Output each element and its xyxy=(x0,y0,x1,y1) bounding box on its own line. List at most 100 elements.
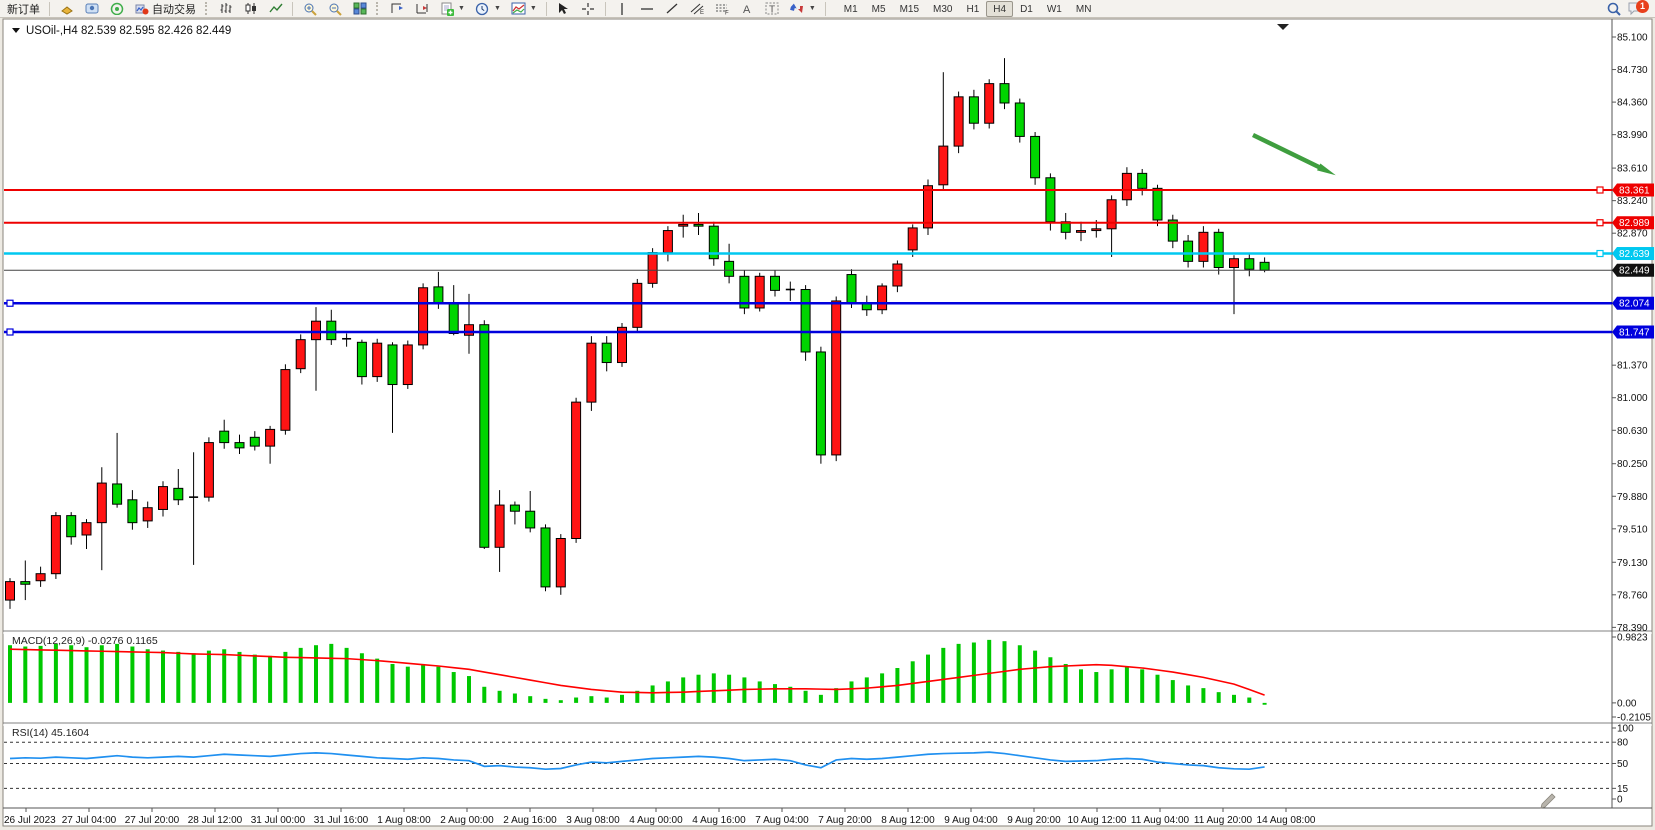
channel-tool-button[interactable]: E xyxy=(686,0,709,17)
svg-text:USOil-,H4 82.539 82.595 82.42: USOil-,H4 82.539 82.595 82.426 82.449 xyxy=(26,25,231,37)
timeframe-M15[interactable]: M15 xyxy=(899,3,920,15)
macd-label: MACD(12,26,9) -0.0276 0.1165 xyxy=(12,635,158,647)
candle xyxy=(464,324,474,336)
vertical-line-tool-button[interactable] xyxy=(611,0,634,17)
navigator-icon xyxy=(84,1,99,16)
hline-handle[interactable] xyxy=(6,328,14,336)
timeframe-MN[interactable]: MN xyxy=(1075,3,1092,15)
hline-handle[interactable] xyxy=(1596,219,1604,227)
line-chart-icon xyxy=(268,1,283,16)
line-chart-mode-button[interactable] xyxy=(264,0,287,17)
timeframe-W1[interactable]: W1 xyxy=(1046,3,1062,15)
zoom-out-button[interactable] xyxy=(323,0,346,17)
timeframe-H4[interactable]: H4 xyxy=(986,0,1014,17)
arrows-shapes-icon xyxy=(790,1,805,16)
candle xyxy=(1076,230,1086,233)
horizontal-line-tool-button[interactable] xyxy=(636,0,659,17)
svg-text:83.240: 83.240 xyxy=(1617,196,1648,207)
bar-chart-mode-button[interactable] xyxy=(214,0,237,17)
candle xyxy=(968,96,979,124)
candlestick-mode-button[interactable] xyxy=(239,0,262,17)
tile-windows-button[interactable] xyxy=(348,0,371,17)
cursor-button[interactable] xyxy=(552,0,575,17)
toolbar-grip xyxy=(376,2,380,15)
equidistant-channel-icon: E xyxy=(690,1,705,16)
timeframe-M5[interactable]: M5 xyxy=(871,3,886,15)
trendline-tool-button[interactable] xyxy=(661,0,684,17)
chart-shift-button[interactable] xyxy=(410,0,433,17)
separator xyxy=(49,1,50,16)
toolbar: 新订单 自动交易 xyxy=(0,0,1655,18)
svg-text:84.730: 84.730 xyxy=(1617,65,1648,76)
svg-text:50: 50 xyxy=(1617,759,1629,770)
candle xyxy=(479,324,490,548)
timeframe-H1[interactable]: H1 xyxy=(966,3,980,15)
candle xyxy=(632,282,643,328)
price-badge-82.074: 82.074 xyxy=(1612,296,1654,310)
svg-text:0.9823: 0.9823 xyxy=(1617,633,1648,644)
candle xyxy=(203,442,214,498)
candle xyxy=(1183,240,1194,262)
autotrade-button[interactable]: 自动交易 xyxy=(130,0,200,17)
timeframe-M30[interactable]: M30 xyxy=(933,3,953,15)
svg-text:83.610: 83.610 xyxy=(1617,164,1648,175)
svg-text:78.390: 78.390 xyxy=(1617,623,1648,634)
trend-arrow[interactable] xyxy=(1252,132,1336,176)
vertical-line-icon xyxy=(615,1,630,16)
notifications-button[interactable]: 1 xyxy=(1627,0,1649,17)
svg-text:7 Aug 04:00: 7 Aug 04:00 xyxy=(755,815,809,826)
candle xyxy=(1229,258,1239,269)
navigator-button[interactable] xyxy=(80,0,103,17)
candle xyxy=(66,515,77,538)
crosshair-button[interactable] xyxy=(577,0,600,17)
date-axis: 26 Jul 2023 27 Jul 04:00 27 Jul 20:00 28 Ju… xyxy=(4,808,1316,826)
price-chart[interactable]: 85.100 84.730 84.360 83.990 83.610 83.240 82.8… xyxy=(0,18,1655,830)
chart-shift-marker[interactable] xyxy=(1277,24,1289,30)
svg-text:26 Jul 2023: 26 Jul 2023 xyxy=(4,815,56,826)
svg-text:78.760: 78.760 xyxy=(1617,590,1648,601)
svg-text:84.360: 84.360 xyxy=(1617,98,1648,109)
chart-window: 85.100 84.730 84.360 83.990 83.610 83.240 82.8… xyxy=(0,18,1655,830)
hline-handle[interactable] xyxy=(6,299,14,307)
price-badge-82.639: 82.639 xyxy=(1612,247,1654,261)
candle xyxy=(295,339,306,370)
svg-text:79.510: 79.510 xyxy=(1617,524,1648,535)
timeframe-D1[interactable]: D1 xyxy=(1020,3,1033,15)
indicators-button[interactable]: ▼ xyxy=(507,0,541,17)
autotrade-icon xyxy=(134,1,149,16)
svg-text:82.639: 82.639 xyxy=(1619,249,1650,260)
candle xyxy=(586,342,597,403)
search-icon[interactable] xyxy=(1606,1,1621,16)
hline-handle[interactable] xyxy=(1596,249,1604,258)
market-watch-button[interactable] xyxy=(55,0,78,17)
fibonacci-tool-button[interactable]: F xyxy=(711,0,734,17)
candle xyxy=(50,515,61,575)
zoom-in-button[interactable] xyxy=(298,0,321,17)
periods-button[interactable]: ▼ xyxy=(471,0,505,17)
candle xyxy=(540,527,551,588)
arrange-charts-icon xyxy=(389,1,404,16)
candle xyxy=(249,436,260,447)
svg-text:82.449: 82.449 xyxy=(1619,266,1650,277)
candle xyxy=(1244,258,1255,270)
arrows-tool-button[interactable]: ▼ xyxy=(786,0,820,17)
new-chart-button[interactable]: ▼ xyxy=(435,0,469,17)
fibonacci-icon: F xyxy=(715,1,730,16)
timeframe-M1[interactable]: M1 xyxy=(843,3,858,15)
hline-handle[interactable] xyxy=(1596,186,1604,194)
candle xyxy=(617,326,627,364)
dropdown-arrow-icon: ▼ xyxy=(493,5,501,12)
candle xyxy=(555,537,566,588)
candle xyxy=(219,430,230,444)
candle xyxy=(418,287,429,346)
text-label-tool-button[interactable]: T xyxy=(761,0,784,17)
signals-button[interactable] xyxy=(105,0,128,17)
autotrade-label: 自动交易 xyxy=(152,3,196,16)
candle xyxy=(356,341,367,378)
candle xyxy=(265,428,276,447)
auto-arrange-button[interactable] xyxy=(385,0,408,17)
new-order-button[interactable]: 新订单 xyxy=(3,0,44,17)
text-tool-button[interactable]: A xyxy=(736,0,759,17)
market-watch-icon xyxy=(59,1,74,16)
svg-text:-0.2105: -0.2105 xyxy=(1617,713,1651,724)
